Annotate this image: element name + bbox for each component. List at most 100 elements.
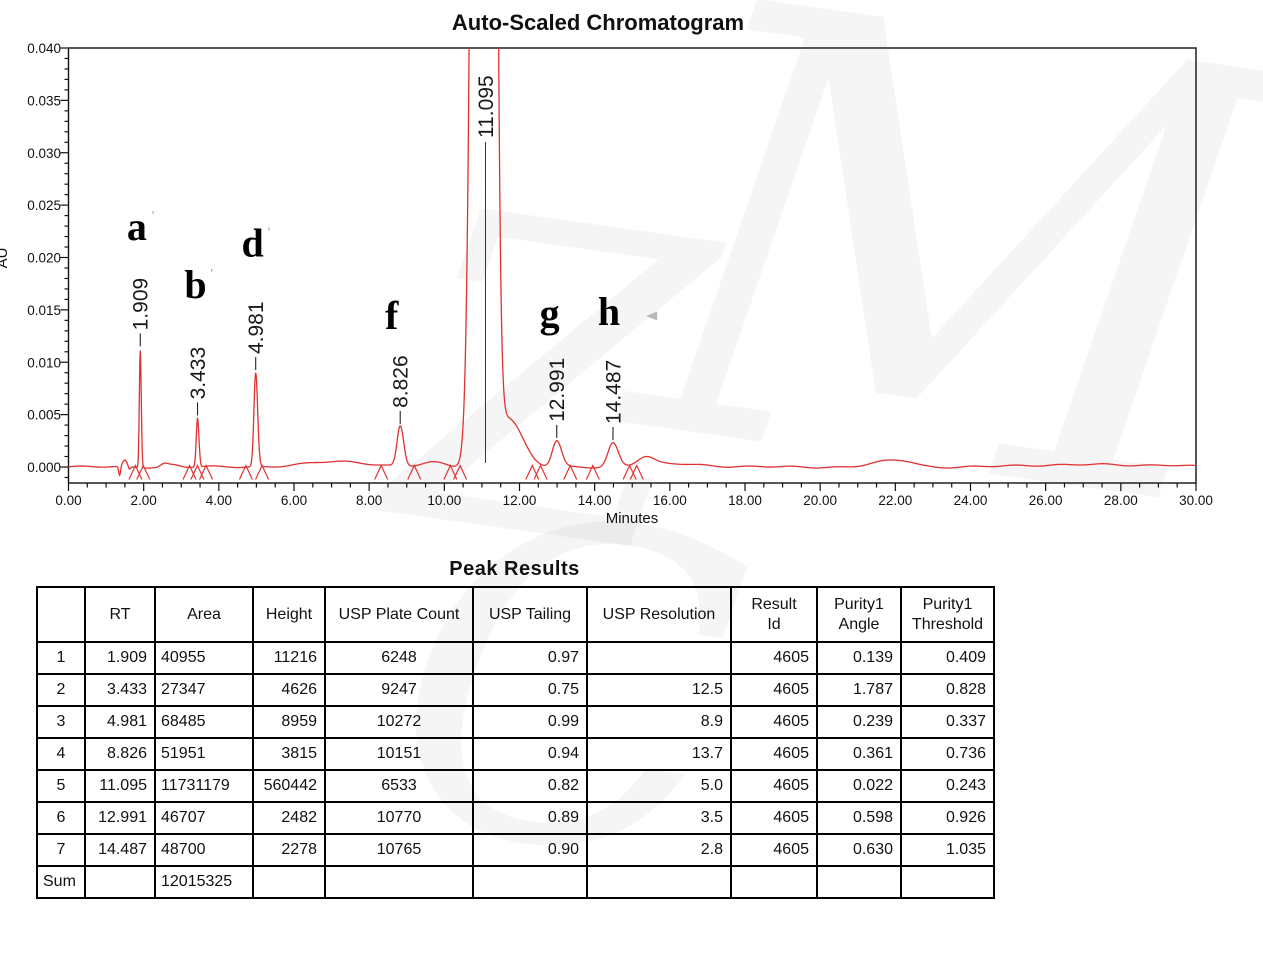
table-cell: 4605 xyxy=(730,801,818,835)
table-cell: 48700 xyxy=(154,833,254,867)
svg-text:16.00: 16.00 xyxy=(653,493,687,508)
table-cell: 6248 xyxy=(324,641,474,675)
table-cell: 0.82 xyxy=(472,769,588,803)
table-cell: 40955 xyxy=(154,641,254,675)
table-cell: 12.991 xyxy=(84,801,156,835)
column-header: Purity1 Threshold xyxy=(900,586,995,643)
table-cell: 4605 xyxy=(730,737,818,771)
svg-text:0.030: 0.030 xyxy=(27,146,61,161)
peak-rt-label: 8.826 xyxy=(390,355,413,408)
svg-text:0.010: 0.010 xyxy=(27,355,61,370)
table-row: 4 8.826 51951 3815 10151 0.94 13.7 4605 0.361 0.7… xyxy=(36,737,995,771)
table-cell: 5.0 xyxy=(586,769,732,803)
table-cell: 4605 xyxy=(730,769,818,803)
table-cell: 10151 xyxy=(324,737,474,771)
table-cell: 0.828 xyxy=(900,673,995,707)
table-row: Sum 12015325 xyxy=(36,865,995,899)
table-cell: 13.7 xyxy=(586,737,732,771)
table-cell: 27347 xyxy=(154,673,254,707)
svg-text:6.00: 6.00 xyxy=(281,493,307,508)
table-cell: 14.487 xyxy=(84,833,156,867)
svg-text:0.005: 0.005 xyxy=(27,408,61,423)
table-cell: 0.139 xyxy=(816,641,902,675)
table-cell: 11.095 xyxy=(84,769,156,803)
table-cell: 11731179 xyxy=(154,769,254,803)
table-cell xyxy=(324,865,474,899)
table-cell: Sum xyxy=(36,865,86,899)
svg-text:10.00: 10.00 xyxy=(427,493,461,508)
cursor-artifact xyxy=(646,311,658,321)
table-cell: 4 xyxy=(36,737,86,771)
table-cell xyxy=(472,865,588,899)
svg-text:20.00: 20.00 xyxy=(803,493,837,508)
peak-results-section: Peak Results RT Area Height USP Plate Count… xyxy=(36,558,995,899)
peak-letter-label: h xyxy=(598,289,620,334)
table-cell xyxy=(586,865,732,899)
table-cell: 12015325 xyxy=(154,865,254,899)
table-row: 2 3.433 27347 4626 9247 0.75 12.5 4605 1.787 0.82… xyxy=(36,673,995,707)
table-cell: 0.630 xyxy=(816,833,902,867)
peak-letter-label: b xyxy=(184,262,206,307)
svg-text:0.000: 0.000 xyxy=(27,460,61,475)
svg-text:0.025: 0.025 xyxy=(27,198,61,213)
table-cell: 10272 xyxy=(324,705,474,739)
peak-rt-label: 12.991 xyxy=(546,358,569,422)
table-cell: 0.239 xyxy=(816,705,902,739)
svg-text:24.00: 24.00 xyxy=(954,493,988,508)
y-axis-ticks: 0.000 0.005 0.010 0.015 0.020 0.025 0.030 0.035… xyxy=(27,41,69,479)
table-cell xyxy=(816,865,902,899)
table-cell: 3.433 xyxy=(84,673,156,707)
svg-text:4.00: 4.00 xyxy=(206,493,232,508)
table-cell: 0.361 xyxy=(816,737,902,771)
svg-text:0.020: 0.020 xyxy=(27,251,61,266)
svg-text:28.00: 28.00 xyxy=(1104,493,1138,508)
column-header: USP Resolution xyxy=(586,586,732,643)
peak-letter-prime: ' xyxy=(268,224,270,239)
table-cell: 8959 xyxy=(252,705,326,739)
table-cell: 0.90 xyxy=(472,833,588,867)
table-header: RT Area Height USP Plate Count USP Tailing US… xyxy=(36,586,995,643)
column-header: RT xyxy=(84,586,156,643)
peak-letter-label: d xyxy=(242,220,264,265)
table-cell: 2278 xyxy=(252,833,326,867)
peak-results-table: RT Area Height USP Plate Count USP Tailing US… xyxy=(36,586,995,899)
table-cell: 0.89 xyxy=(472,801,588,835)
plot-frame xyxy=(67,47,1197,484)
table-cell: 11216 xyxy=(252,641,326,675)
table-cell: 4605 xyxy=(730,705,818,739)
table-cell xyxy=(900,865,995,899)
table-cell: 9247 xyxy=(324,673,474,707)
table-cell: 0.736 xyxy=(900,737,995,771)
table-cell: 51951 xyxy=(154,737,254,771)
table-cell xyxy=(586,641,732,675)
column-header: USP Tailing xyxy=(472,586,588,643)
column-header: Result Id xyxy=(730,586,818,643)
integration-marks xyxy=(128,464,644,480)
table-cell xyxy=(84,865,156,899)
svg-text:30.00: 30.00 xyxy=(1179,493,1213,508)
table-cell: 0.75 xyxy=(472,673,588,707)
table-cell: 6 xyxy=(36,801,86,835)
table-cell: 2 xyxy=(36,673,86,707)
table-cell: 0.94 xyxy=(472,737,588,771)
table-row: 6 12.991 46707 2482 10770 0.89 3.5 4605 0.598 0.9… xyxy=(36,801,995,835)
table-cell: 10765 xyxy=(324,833,474,867)
column-header xyxy=(36,586,86,643)
table-cell: 1.787 xyxy=(816,673,902,707)
svg-text:0.040: 0.040 xyxy=(27,41,61,56)
x-axis-label: Minutes xyxy=(606,510,659,527)
table-cell: 1.035 xyxy=(900,833,995,867)
peak-rt-label: 14.487 xyxy=(602,360,625,424)
table-cell: 3 xyxy=(36,705,86,739)
svg-text:12.00: 12.00 xyxy=(503,493,537,508)
column-header: Area xyxy=(154,586,254,643)
svg-text:8.00: 8.00 xyxy=(356,493,382,508)
table-cell: 5 xyxy=(36,769,86,803)
table-cell: 560442 xyxy=(252,769,326,803)
peak-letter-label: f xyxy=(385,293,399,338)
table-row: 5 11.095 11731179 560442 6533 0.82 5.0 4605 0.02… xyxy=(36,769,995,803)
column-header: Height xyxy=(252,586,326,643)
table-cell: 0.409 xyxy=(900,641,995,675)
x-axis-ticks: 0.00 2.00 4.00 6.00 8.00 10.00 12.00 14.00 16.00… xyxy=(55,483,1213,508)
table-cell: 1 xyxy=(36,641,86,675)
